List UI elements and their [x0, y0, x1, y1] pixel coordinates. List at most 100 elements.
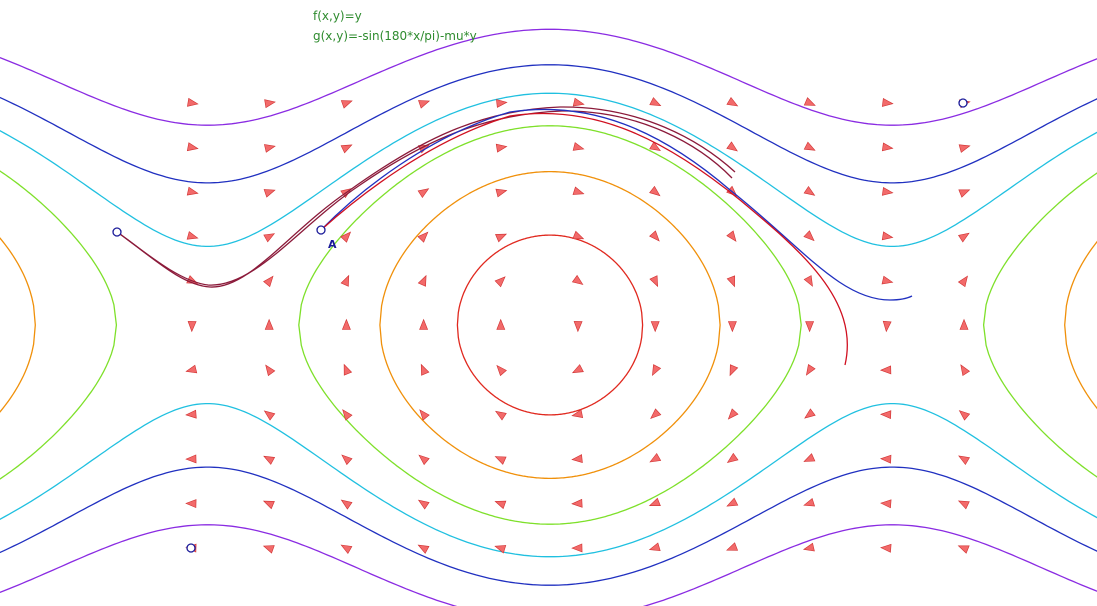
orbit [0, 92, 1097, 248]
field-arrow [187, 321, 197, 333]
field-arrow [957, 545, 970, 554]
field-arrow [263, 410, 276, 421]
field-arrow [340, 231, 352, 243]
field-arrow [495, 143, 508, 153]
field-arrow [726, 230, 737, 242]
field-arrow [879, 410, 892, 420]
field-arrow [571, 454, 583, 464]
field-arrow [726, 497, 739, 507]
field-arrow [340, 544, 353, 555]
field-arrow [417, 274, 427, 287]
field-arrow [494, 276, 506, 288]
field-arrow [185, 364, 198, 374]
field-arrow [264, 318, 274, 330]
field-arrow [263, 233, 276, 243]
field-arrow [185, 499, 197, 509]
field-arrow [649, 452, 662, 463]
point [112, 227, 122, 237]
field-arrow [881, 187, 894, 196]
field-arrow [495, 410, 507, 421]
point [186, 543, 196, 553]
orbit [0, 237, 36, 413]
field-arrow [262, 545, 275, 554]
field-arrow [572, 142, 585, 151]
field-arrow [495, 188, 508, 198]
field-arrow [494, 500, 507, 510]
field-arrow [571, 274, 584, 285]
field-arrow [417, 544, 430, 554]
orbit [1064, 240, 1097, 410]
trajectory [320, 112, 848, 366]
field-arrow [185, 454, 197, 464]
field-arrow [341, 454, 353, 466]
field-arrow [879, 499, 892, 509]
field-arrow [958, 455, 970, 466]
field-arrow [419, 409, 430, 421]
field-arrow [879, 365, 892, 375]
field-arrow [726, 452, 739, 463]
field-arrow [958, 144, 971, 153]
field-arrow [571, 409, 584, 418]
orbit [0, 402, 1097, 558]
trajectories [116, 106, 913, 366]
field-arrow [417, 231, 429, 243]
field-arrow [958, 189, 971, 198]
field-arrow [726, 275, 736, 288]
field-arrow [803, 141, 816, 151]
field-arrow [960, 364, 971, 376]
field-arrow [649, 141, 661, 152]
field-arrow [496, 364, 507, 377]
field-arrow [727, 408, 739, 420]
orbit [456, 234, 644, 416]
orbit [0, 466, 1097, 586]
equation: f(x,y)=y [313, 9, 362, 23]
field-arrow [186, 142, 199, 152]
field-arrow [648, 497, 661, 507]
field-arrow [571, 498, 583, 508]
orbits [0, 28, 1097, 606]
field-arrow [805, 321, 815, 333]
orbit [0, 524, 1097, 606]
field-arrow [650, 408, 662, 420]
points [112, 98, 968, 553]
field-arrow [879, 454, 892, 464]
field-arrow [495, 233, 508, 243]
point [316, 225, 326, 235]
field-arrow [803, 230, 815, 242]
field-arrow [418, 454, 430, 466]
field-arrow [879, 543, 892, 553]
field-arrow [803, 453, 816, 462]
field-arrow [265, 364, 276, 377]
orbit [982, 172, 1097, 478]
field-arrow [185, 409, 197, 419]
field-arrow [263, 189, 276, 198]
field-arrow [419, 318, 429, 330]
field-arrow [572, 230, 585, 240]
field-arrow [649, 97, 662, 107]
field-arrow [803, 185, 816, 196]
field-arrow [264, 144, 276, 153]
orbit [0, 28, 1097, 126]
field-arrow [417, 188, 430, 199]
orbit [0, 64, 1097, 184]
field-arrow [340, 499, 353, 510]
field-arrow [649, 275, 659, 288]
field-arrow [262, 500, 275, 510]
field-arrow [264, 99, 276, 109]
field-arrow [803, 97, 816, 106]
field-arrow [340, 100, 353, 109]
field-arrow [958, 232, 970, 243]
field-arrow [418, 100, 431, 109]
field-arrow [572, 97, 585, 107]
field-arrow [186, 186, 199, 196]
field-arrow [650, 321, 660, 333]
trajectory [119, 110, 733, 286]
field-arrow [881, 142, 894, 152]
field-arrow [494, 545, 507, 554]
field-arrow [881, 231, 894, 241]
field-arrow [571, 543, 583, 553]
field-arrow [342, 409, 353, 421]
field-arrow [263, 275, 274, 288]
